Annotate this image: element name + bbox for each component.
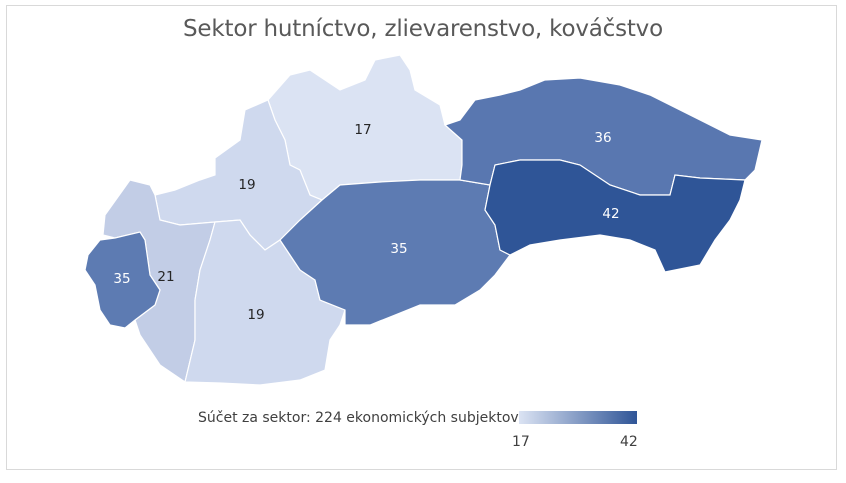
legend-max: 42 (620, 434, 638, 450)
region-value-label-presov: 36 (594, 130, 611, 146)
region-value-label-zilina: 17 (354, 122, 371, 138)
legend-gradient-bar (519, 411, 637, 424)
region-bratislava[interactable] (84, 231, 161, 329)
region-value-label-kosice: 42 (602, 206, 619, 222)
map-title: Sektor hutníctvo, zlievarenstvo, kováčst… (183, 16, 663, 42)
region-kosice[interactable] (484, 159, 746, 273)
region-value-label-trnava: 21 (157, 269, 174, 285)
chart-frame (6, 5, 837, 470)
region-value-label-banska-bystrica: 35 (390, 241, 407, 257)
legend-min: 17 (512, 434, 530, 450)
region-value-label-nitra: 19 (247, 307, 264, 323)
region-value-label-bratislava: 35 (113, 271, 130, 287)
region-banska-bystrica[interactable] (279, 179, 511, 326)
legend-text: Súčet za sektor: 224 ekonomických subjek… (198, 410, 523, 426)
region-value-label-trencin: 19 (238, 177, 255, 193)
region-nitra[interactable] (184, 219, 346, 386)
